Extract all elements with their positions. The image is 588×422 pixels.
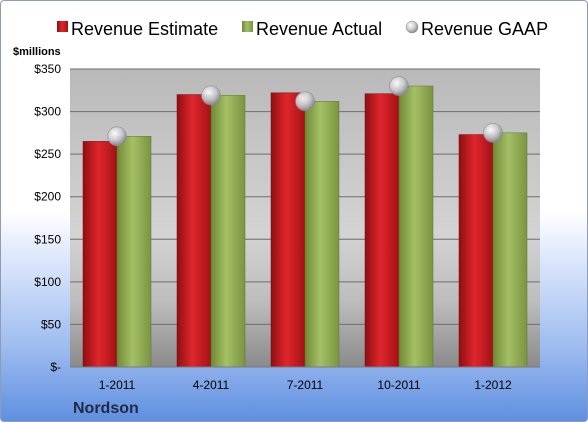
y-tick-label: $100 [34, 275, 61, 289]
legend-marker-gaap [405, 20, 419, 34]
y-tick-label: $200 [34, 190, 61, 204]
x-tick-label: 1-2011 [99, 378, 136, 392]
x-tick-label: 4-2011 [193, 378, 230, 392]
y-tick-label: $50 [41, 317, 61, 331]
y-axis-unit-label: $millions [13, 46, 61, 58]
bar-revenue-actual [304, 101, 340, 368]
bar-revenue-actual [398, 85, 434, 368]
y-tick-label: $250 [34, 147, 61, 161]
gaap-markers [107, 76, 503, 147]
bar-revenue-estimate [364, 93, 400, 368]
legend-swatch-actual [242, 21, 253, 32]
marker-revenue-gaap [295, 91, 315, 112]
company-name: Nordson [73, 400, 139, 417]
bar-revenue-estimate [270, 92, 306, 368]
bar-revenue-actual [210, 95, 246, 368]
bar-revenue-estimate [82, 141, 118, 368]
y-tick-label: $300 [34, 105, 61, 119]
bar-revenue-actual [116, 136, 152, 368]
legend: Revenue Estimate Revenue Actual Revenue … [57, 19, 548, 39]
legend-swatch-estimate [57, 21, 68, 32]
marker-revenue-gaap [107, 126, 127, 147]
bar-revenue-actual [492, 132, 528, 368]
marker-revenue-gaap [483, 123, 503, 143]
bars [82, 85, 528, 368]
y-axis-ticks: $- $50 $100 $150 $200 $250 $300 $350 [34, 62, 61, 374]
x-tick-label: 1-2012 [474, 378, 512, 392]
legend-label-actual: Revenue Actual [256, 19, 382, 39]
legend-label-estimate: Revenue Estimate [71, 19, 218, 39]
legend-label-gaap: Revenue GAAP [421, 19, 548, 39]
bar-revenue-estimate [176, 94, 212, 368]
x-tick-label: 10-2011 [377, 378, 420, 392]
bar-revenue-estimate [458, 134, 494, 368]
marker-revenue-gaap [201, 85, 221, 106]
y-tick-label: $150 [34, 232, 61, 246]
y-tick-label: $- [50, 360, 61, 374]
x-axis-ticks: 1-2011 4-2011 7-2011 10-2011 1-2012 [99, 378, 512, 392]
marker-revenue-gaap [389, 76, 409, 96]
y-tick-label: $350 [34, 62, 61, 76]
x-tick-label: 7-2011 [287, 378, 324, 392]
